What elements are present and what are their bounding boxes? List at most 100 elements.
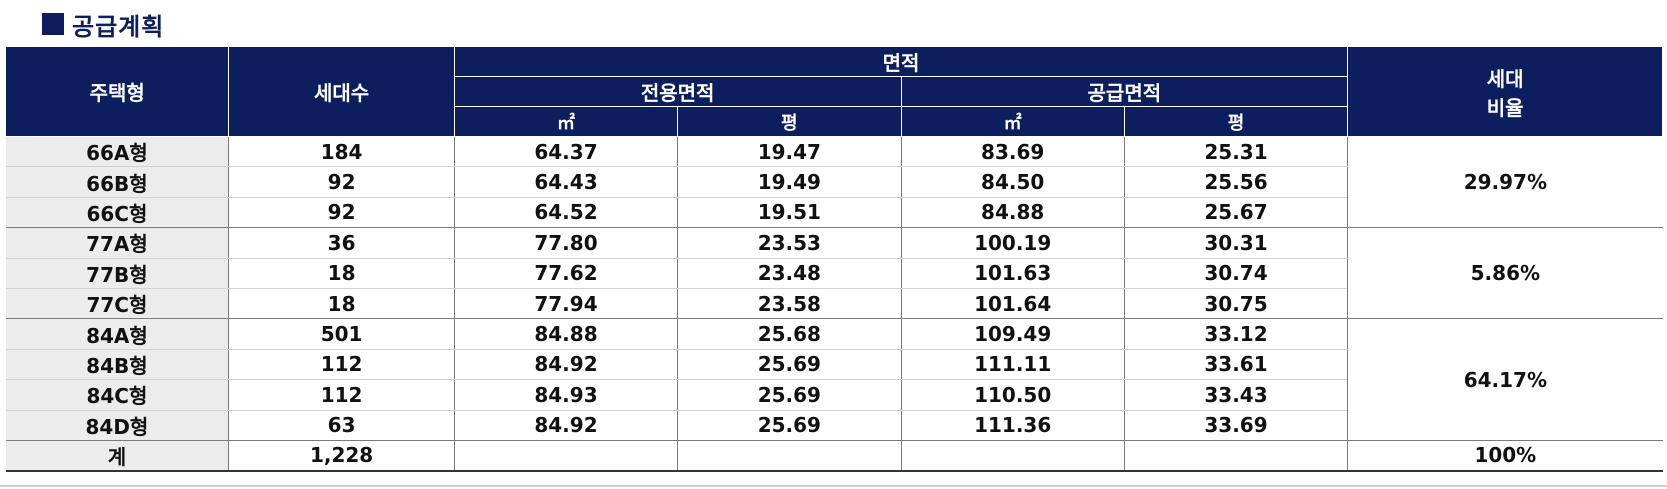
supply-plan-table: 주택형 세대수 면적 세대 비율 전용면적 공급면적 ㎡ 평 ㎡ 평 66A형 …	[4, 46, 1663, 472]
cell-supply-pyeong: 25.31	[1123, 136, 1349, 168]
cell-supply-sqm: 84.88	[900, 197, 1125, 229]
cell-households: 184	[228, 136, 455, 168]
cell-exclusive-pyeong: 25.69	[677, 379, 902, 411]
cell-type: 66B형	[5, 166, 230, 198]
header-area: 면적	[453, 46, 1349, 77]
cell-supply-pyeong: 30.74	[1123, 258, 1348, 289]
header-ratio: 세대 비율	[1347, 46, 1663, 137]
cell-supply-sqm: 101.63	[900, 258, 1125, 289]
cell-ratio-66: 29.97%	[1347, 136, 1663, 229]
page-title: 공급계획	[72, 12, 165, 41]
cell-exclusive-pyeong: 23.48	[677, 258, 902, 289]
cell-supply-sqm: 111.36	[900, 410, 1125, 441]
total-empty-cell	[453, 440, 679, 472]
cell-supply-sqm: 101.64	[900, 288, 1125, 320]
header-exclusive-sqm: ㎡	[453, 106, 679, 137]
header-ratio-line2: 비율	[1486, 95, 1524, 120]
cell-type: 77B형	[5, 258, 230, 289]
cell-exclusive-sqm: 77.80	[453, 227, 679, 259]
total-households: 1,228	[228, 440, 455, 472]
table-row: 77B형 18 77.62 23.48 101.63 30.74	[5, 258, 1663, 289]
bottom-divider	[0, 485, 1667, 487]
cell-exclusive-sqm: 77.94	[453, 288, 679, 320]
cell-exclusive-sqm: 84.92	[453, 410, 679, 441]
cell-type: 77C형	[5, 288, 230, 320]
table-row: 84A형 501 84.88 25.68 109.49 33.12 64.17%	[5, 318, 1663, 441]
header-exclusive-area: 전용면적	[453, 76, 902, 107]
cell-supply-sqm: 83.69	[900, 136, 1125, 168]
header-households: 세대수	[228, 46, 455, 137]
title-bullet-square-icon	[42, 13, 64, 35]
table-row: 84B형 112 84.92 25.69 111.11 33.61	[5, 349, 1663, 381]
cell-households: 36	[228, 227, 455, 259]
cell-type: 66C형	[5, 197, 230, 229]
cell-exclusive-sqm: 84.92	[453, 349, 679, 381]
cell-supply-sqm: 84.50	[900, 166, 1125, 198]
cell-type: 84D형	[5, 410, 230, 441]
cell-exclusive-pyeong: 19.51	[677, 197, 902, 229]
table-row: 66B형 92 64.43 19.49 84.50 25.56	[5, 166, 1663, 198]
cell-supply-pyeong: 33.69	[1123, 410, 1348, 441]
cell-supply-pyeong: 33.43	[1123, 379, 1348, 411]
cell-type: 84B형	[5, 349, 230, 381]
cell-exclusive-sqm: 64.52	[453, 197, 679, 229]
cell-supply-pyeong: 33.61	[1123, 349, 1348, 381]
header-supply-sqm: ㎡	[900, 106, 1125, 137]
table-row: 77C형 18 77.94 23.58 101.64 30.75	[5, 288, 1663, 320]
cell-type: 77A형	[5, 227, 230, 259]
total-empty-cell	[900, 440, 1125, 472]
header-ratio-line1: 세대	[1486, 66, 1524, 91]
cell-supply-sqm: 111.11	[900, 349, 1125, 381]
cell-supply-pyeong: 30.75	[1123, 288, 1348, 320]
cell-exclusive-pyeong: 25.69	[677, 349, 902, 381]
total-ratio: 100%	[1347, 440, 1663, 472]
cell-type: 66A형	[5, 136, 230, 168]
table-body: 66A형 184 64.37 19.47 83.69 25.31 29.97% …	[5, 136, 1663, 472]
cell-exclusive-sqm: 64.43	[453, 166, 679, 198]
table-row: 84C형 112 84.93 25.69 110.50 33.43	[5, 379, 1663, 411]
cell-households: 112	[228, 349, 455, 381]
cell-exclusive-pyeong: 19.49	[677, 166, 902, 198]
table-row: 66A형 184 64.37 19.47 83.69 25.31 29.97%	[5, 136, 1663, 229]
total-empty-cell	[677, 440, 902, 472]
total-empty-cell	[1123, 440, 1349, 472]
cell-supply-sqm: 109.49	[900, 318, 1125, 350]
cell-supply-pyeong: 30.31	[1123, 227, 1349, 259]
cell-households: 18	[228, 258, 455, 289]
table-row: 84D형 63 84.92 25.69 111.36 33.69	[5, 410, 1663, 441]
cell-supply-sqm: 100.19	[900, 227, 1125, 259]
cell-exclusive-pyeong: 23.58	[677, 288, 902, 320]
total-row: 계 1,228 100%	[5, 440, 1663, 472]
cell-households: 63	[228, 410, 455, 441]
cell-exclusive-sqm: 64.37	[453, 136, 679, 168]
cell-households: 112	[228, 379, 455, 411]
cell-exclusive-sqm: 84.88	[453, 318, 679, 350]
cell-households: 18	[228, 288, 455, 320]
header-type: 주택형	[4, 46, 230, 137]
cell-households: 501	[228, 318, 455, 350]
cell-ratio-77: 5.86%	[1347, 227, 1663, 320]
cell-households: 92	[228, 166, 455, 198]
cell-exclusive-pyeong: 25.68	[677, 318, 902, 350]
table-header: 주택형 세대수 면적 세대 비율 전용면적 공급면적 ㎡ 평 ㎡ 평	[4, 46, 1663, 137]
cell-exclusive-pyeong: 23.53	[677, 227, 902, 259]
header-supply-pyeong: 평	[1123, 106, 1349, 137]
section-title: 공급계획	[42, 8, 165, 41]
cell-exclusive-pyeong: 25.69	[677, 410, 902, 441]
cell-exclusive-sqm: 77.62	[453, 258, 679, 289]
cell-exclusive-sqm: 84.93	[453, 379, 679, 411]
header-exclusive-pyeong: 평	[677, 106, 902, 137]
cell-supply-sqm: 110.50	[900, 379, 1125, 411]
table-row: 66C형 92 64.52 19.51 84.88 25.67	[5, 197, 1663, 229]
cell-type: 84C형	[5, 379, 230, 411]
header-supply-area: 공급면적	[900, 76, 1349, 107]
cell-households: 92	[228, 197, 455, 229]
cell-supply-pyeong: 25.56	[1123, 166, 1348, 198]
cell-supply-pyeong: 33.12	[1123, 318, 1349, 350]
cell-type: 84A형	[5, 318, 230, 350]
table-row: 77A형 36 77.80 23.53 100.19 30.31 5.86%	[5, 227, 1663, 320]
total-label: 계	[5, 440, 230, 472]
cell-ratio-84: 64.17%	[1347, 318, 1663, 441]
cell-exclusive-pyeong: 19.47	[677, 136, 902, 168]
cell-supply-pyeong: 25.67	[1123, 197, 1348, 229]
